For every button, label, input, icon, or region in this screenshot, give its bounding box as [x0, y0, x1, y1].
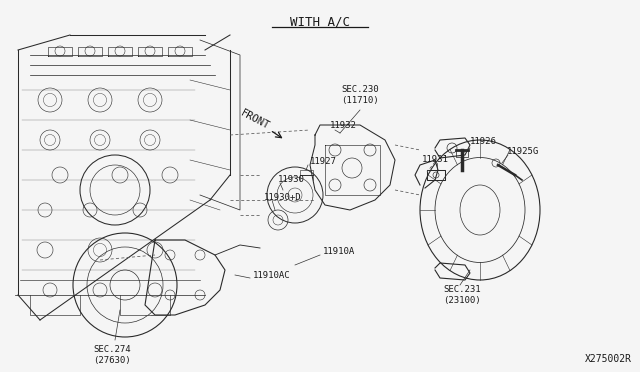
Text: WITH A/C: WITH A/C — [290, 16, 350, 29]
Text: 11931: 11931 — [422, 155, 449, 164]
Text: 11930+D: 11930+D — [264, 193, 301, 202]
Text: 11925G: 11925G — [507, 148, 540, 157]
Text: 11910AC: 11910AC — [253, 272, 291, 280]
Text: 11927: 11927 — [310, 157, 337, 167]
Text: FRONT: FRONT — [239, 108, 271, 132]
Text: 11930: 11930 — [278, 176, 305, 185]
Text: 11910A: 11910A — [323, 247, 355, 257]
Text: SEC.231
(23100): SEC.231 (23100) — [443, 285, 481, 305]
Text: SEC.274
(27630): SEC.274 (27630) — [93, 345, 131, 365]
Text: 11932: 11932 — [330, 122, 357, 131]
Text: SEC.230
(11710): SEC.230 (11710) — [341, 85, 379, 105]
Text: 11926: 11926 — [470, 138, 497, 147]
Text: X275002R: X275002R — [585, 354, 632, 364]
